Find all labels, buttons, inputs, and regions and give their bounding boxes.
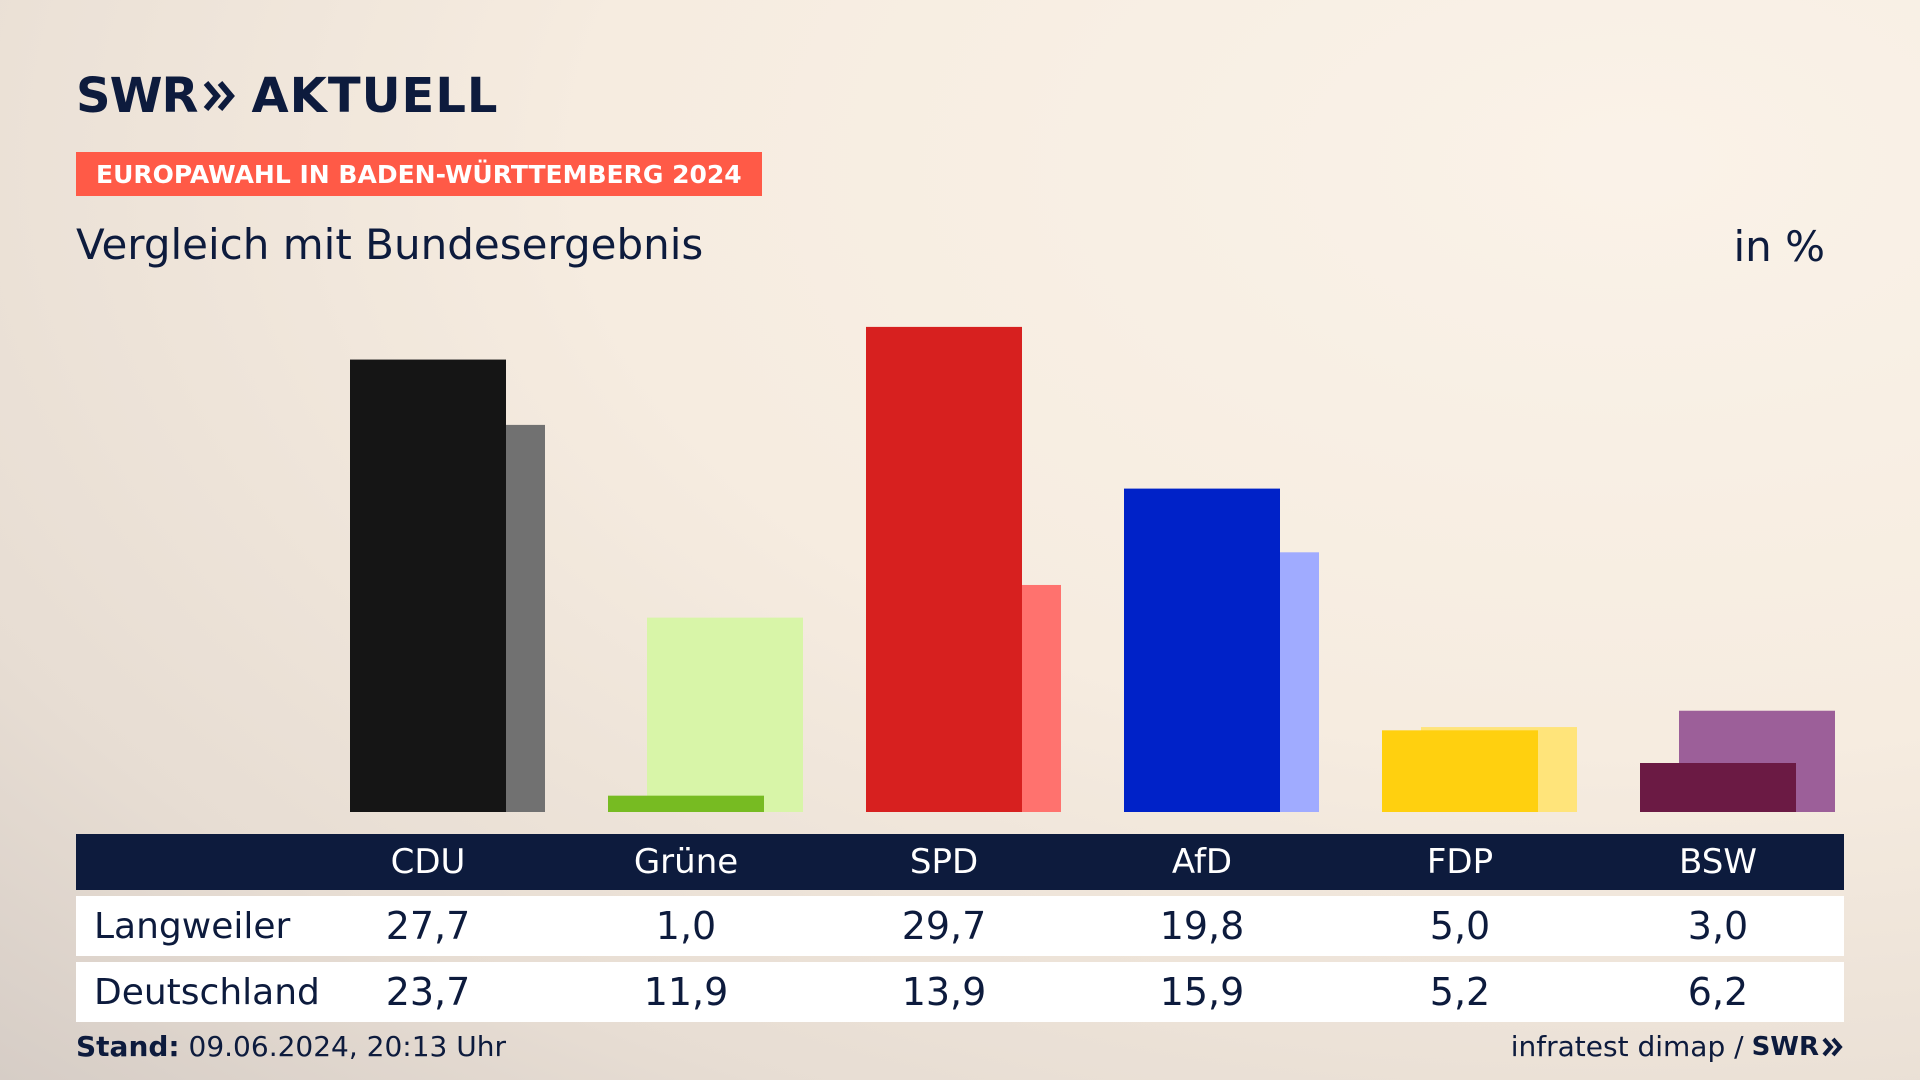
logo-brand: SWR <box>76 68 198 124</box>
bar-langweiler-bsw <box>1640 763 1796 812</box>
source-text: infratest dimap / <box>1510 1030 1744 1063</box>
swr-footer-logo: SWR <box>1752 1032 1844 1062</box>
chart-subtitle: Vergleich mit Bundesergebnis <box>76 220 704 269</box>
double-chevron-icon <box>1822 1037 1843 1056</box>
logo-product: AKTUELL <box>251 68 499 124</box>
column-header-cdu: CDU <box>390 842 466 882</box>
swr-aktuell-logo: SWR AKTUELL <box>76 68 499 124</box>
table-row-deutschland: Deutschland 23,7 11,9 13,9 15,9 5,2 6,2 <box>76 962 1844 1022</box>
row-label-deutschland: Deutschland <box>94 971 320 1013</box>
value-deutschland-spd: 13,9 <box>901 970 987 1014</box>
bar-deutschland-gruene <box>647 617 803 812</box>
column-header-bsw: BSW <box>1679 842 1757 882</box>
column-header-spd: SPD <box>909 842 979 882</box>
table-row-langweiler: Langweiler 27,7 1,0 29,7 19,8 5,0 3,0 <box>76 896 1844 956</box>
bar-chart <box>350 326 1835 812</box>
bar-langweiler-cdu <box>350 359 506 812</box>
value-deutschland-cdu: 23,7 <box>385 970 471 1014</box>
value-langweiler-bsw: 3,0 <box>1687 904 1749 948</box>
footer-logo-text: SWR <box>1751 1031 1819 1062</box>
source-credit: infratest dimap / SWR <box>1511 1030 1844 1063</box>
bar-langweiler-spd <box>866 326 1022 812</box>
value-deutschland-afd: 15,9 <box>1159 970 1245 1014</box>
bar-langweiler-fdp <box>1382 730 1538 812</box>
bar-langweiler-gruene <box>608 795 764 812</box>
row-label-langweiler: Langweiler <box>94 905 291 947</box>
value-deutschland-bsw: 6,2 <box>1687 970 1749 1014</box>
value-langweiler-gruene: 1,0 <box>655 904 717 948</box>
results-table: CDU Grüne SPD AfD FDP BSW Langweiler 27,7 1,0 2… <box>76 834 1844 1022</box>
column-header-fdp: FDP <box>1426 842 1494 882</box>
value-deutschland-gruene: 11,9 <box>643 970 729 1014</box>
stand-label: Stand: <box>76 1030 180 1063</box>
table-header: CDU Grüne SPD AfD FDP BSW <box>76 834 1844 890</box>
value-langweiler-cdu: 27,7 <box>385 904 471 948</box>
column-header-afd: AfD <box>1171 842 1233 882</box>
column-header-gruene: Grüne <box>633 842 739 882</box>
election-banner: EUROPAWAHL IN BADEN-WÜRTTEMBERG 2024 <box>76 152 762 196</box>
timestamp: Stand: 09.06.2024, 20:13 Uhr <box>76 1030 506 1063</box>
value-langweiler-fdp: 5,0 <box>1429 904 1491 948</box>
stand-value: 09.06.2024, 20:13 Uhr <box>188 1030 506 1063</box>
double-chevron-icon <box>204 81 236 111</box>
value-langweiler-spd: 29,7 <box>901 904 987 948</box>
bar-langweiler-afd <box>1124 488 1280 812</box>
unit-label: in % <box>1733 222 1825 271</box>
value-langweiler-afd: 19,8 <box>1159 904 1245 948</box>
value-deutschland-fdp: 5,2 <box>1429 970 1491 1014</box>
